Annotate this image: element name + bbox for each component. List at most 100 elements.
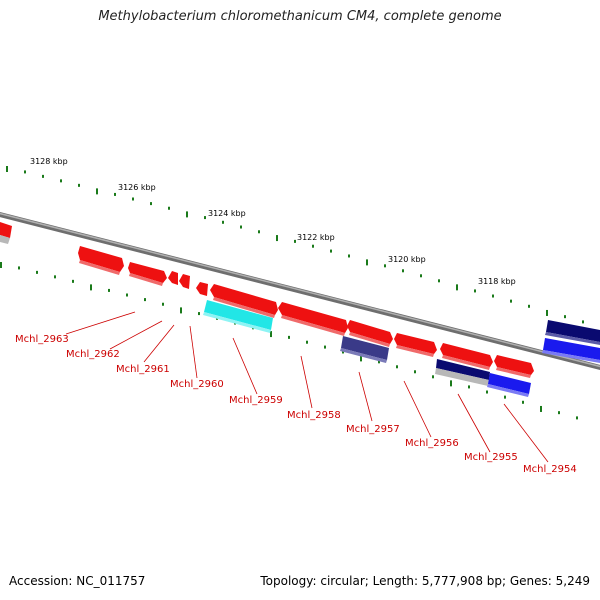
gene-mchl-2959-red[interactable]	[210, 284, 278, 318]
gene-label-mchl-2954: Mchl_2954	[523, 464, 577, 475]
minor-tick	[396, 365, 398, 369]
minor-tick	[24, 170, 26, 174]
minor-tick	[402, 269, 404, 273]
major-tick	[540, 405, 542, 412]
minor-tick	[126, 293, 128, 297]
major-tick	[366, 259, 368, 266]
minor-tick	[468, 385, 470, 389]
gene-label-mchl-2961: Mchl_2961	[116, 364, 170, 375]
gene-mchl-2958[interactable]	[278, 302, 348, 336]
gene-mchl-2955[interactable]	[440, 343, 493, 370]
minor-tick	[60, 179, 62, 183]
major-tick	[276, 235, 278, 242]
minor-tick	[306, 340, 308, 344]
minor-tick	[18, 266, 20, 270]
gene-feature[interactable]	[0, 222, 12, 244]
minor-tick	[258, 230, 260, 234]
minor-tick	[528, 304, 530, 308]
gene-mchl-2957[interactable]	[347, 320, 393, 347]
minor-tick	[222, 220, 224, 224]
major-tick	[360, 355, 362, 362]
major-tick	[450, 380, 452, 387]
scale-labels: 3128 kbp 3126 kbp 3124 kbp 3122 kbp 3120…	[30, 157, 516, 286]
minor-tick	[78, 183, 80, 187]
scale-label-3128: 3128 kbp	[30, 157, 68, 166]
major-tick	[186, 211, 188, 218]
gene-mchl-2954-blue[interactable]	[487, 373, 531, 397]
minor-tick	[384, 264, 386, 268]
gene-mchl-2960[interactable]	[196, 282, 208, 296]
minor-tick	[432, 375, 434, 379]
minor-tick	[240, 225, 242, 229]
minor-tick	[438, 279, 440, 283]
gene-mchl-2960-a[interactable]	[179, 274, 190, 289]
minor-tick	[36, 270, 38, 274]
gene-mchl-2959-cyan[interactable]	[203, 300, 273, 333]
label-leader-lines	[65, 311, 549, 463]
minor-tick	[144, 298, 146, 302]
minor-tick	[348, 254, 350, 258]
gene-mchl-2955-navy[interactable]	[435, 359, 490, 386]
accession-text: Accession: NC_011757	[9, 574, 146, 588]
gene-mchl-2954[interactable]	[494, 355, 534, 378]
gene-right-edge-navy[interactable]	[545, 320, 600, 345]
scale-label-3118: 3118 kbp	[478, 277, 516, 286]
major-tick	[90, 284, 92, 291]
gene-label-mchl-2958: Mchl_2958	[287, 410, 341, 421]
minor-tick	[324, 345, 326, 349]
genome-stats-text: Topology: circular; Length: 5,777,908 bp…	[260, 574, 590, 588]
minor-tick	[576, 416, 578, 420]
minor-tick	[564, 315, 566, 319]
gene-mchl-2961[interactable]	[168, 271, 178, 285]
minor-tick	[378, 360, 380, 364]
gene-mchl-2963[interactable]	[78, 246, 124, 275]
gene-label-mchl-2956: Mchl_2956	[405, 438, 459, 449]
minor-tick	[198, 312, 200, 316]
minor-tick	[558, 411, 560, 415]
major-tick	[0, 262, 2, 268]
minor-tick	[522, 400, 524, 404]
gene-mchl-2957-purple[interactable]	[340, 336, 389, 363]
major-tick	[546, 309, 548, 316]
minor-tick	[486, 390, 488, 394]
major-tick	[270, 331, 272, 338]
minor-tick	[54, 275, 56, 279]
minor-tick	[42, 174, 44, 178]
gene-label-mchl-2957: Mchl_2957	[346, 424, 400, 435]
genes-reverse	[0, 222, 534, 378]
minor-tick	[474, 289, 476, 293]
gene-labels: Mchl_2963 Mchl_2962 Mchl_2961 Mchl_2960 …	[15, 334, 577, 475]
minor-tick	[504, 395, 506, 399]
gene-label-mchl-2959: Mchl_2959	[229, 395, 283, 406]
major-tick	[456, 284, 458, 291]
gene-mchl-2956[interactable]	[394, 333, 437, 357]
gene-label-mchl-2955: Mchl_2955	[464, 452, 518, 463]
genes-forward	[203, 300, 600, 397]
minor-tick	[162, 302, 164, 306]
scale-ticks-inner	[0, 262, 578, 420]
major-tick	[180, 307, 182, 314]
scale-label-3122: 3122 kbp	[297, 233, 335, 242]
genome-backbone-highlight	[0, 212, 600, 368]
minor-tick	[294, 239, 296, 243]
map-title: Methylobacterium chloromethanicum CM4, c…	[98, 9, 502, 24]
major-tick	[96, 188, 98, 195]
scale-label-3124: 3124 kbp	[208, 209, 246, 218]
scale-ticks-outer	[6, 166, 584, 324]
gene-right-edge-blue[interactable]	[542, 338, 600, 363]
minor-tick	[204, 216, 206, 220]
minor-tick	[492, 294, 494, 298]
minor-tick	[312, 244, 314, 248]
gene-label-mchl-2963: Mchl_2963	[15, 334, 69, 345]
major-tick	[6, 166, 8, 172]
gene-mchl-2962[interactable]	[128, 262, 167, 286]
minor-tick	[288, 335, 290, 339]
minor-tick	[414, 370, 416, 374]
minor-tick	[582, 320, 584, 324]
minor-tick	[168, 206, 170, 210]
minor-tick	[114, 192, 116, 196]
gene-label-mchl-2962: Mchl_2962	[66, 349, 120, 360]
minor-tick	[132, 197, 134, 201]
minor-tick	[108, 288, 110, 292]
